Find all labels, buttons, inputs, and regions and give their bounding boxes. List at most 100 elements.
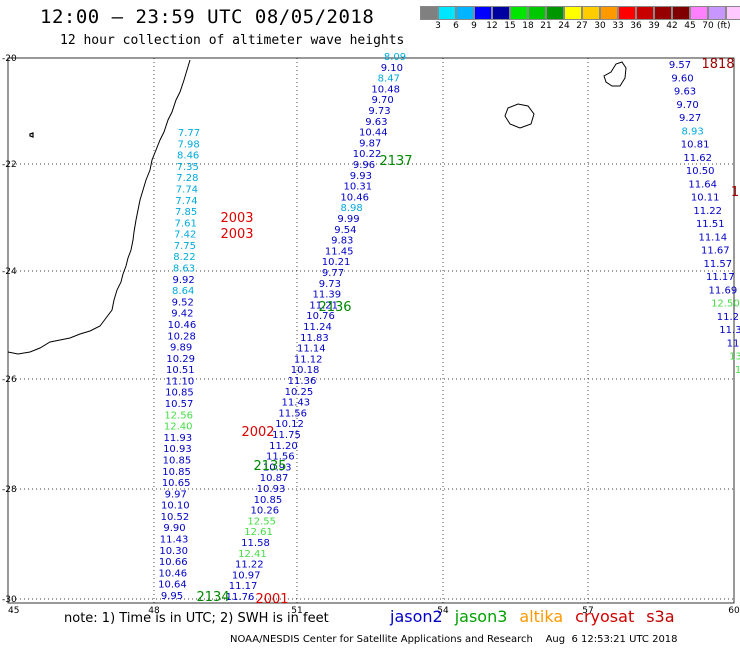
pass-time-label: 2135 <box>253 459 286 474</box>
wave-height-value: 10.93 <box>257 484 286 495</box>
wave-height-value: 9.77 <box>322 268 344 279</box>
wave-height-value: 10.85 <box>163 455 192 466</box>
wave-height-value: 13 <box>729 352 740 363</box>
wave-height-value: 7.28 <box>176 173 198 184</box>
legend-swatch <box>546 6 564 20</box>
wave-height-value: 10.28 <box>167 331 196 342</box>
wave-height-value: 10.66 <box>159 557 188 568</box>
wave-height-value: 10.25 <box>285 387 314 398</box>
wave-height-value: 11.57 <box>704 259 733 270</box>
wave-height-value: 9.60 <box>671 73 693 84</box>
wave-height-value: 9.63 <box>674 87 696 98</box>
wave-height-value: 10.11 <box>691 193 720 204</box>
wave-height-value: 10.12 <box>275 419 304 430</box>
legend-swatch <box>564 6 582 20</box>
wave-height-value: 11.45 <box>325 246 354 257</box>
wave-height-value: 11.62 <box>683 153 712 164</box>
longitude-label: 54 <box>437 606 449 616</box>
latitude-label: -26 <box>2 375 17 385</box>
longitude-label: 48 <box>148 606 160 616</box>
map-frame <box>7 57 735 604</box>
legend-tick-label: 3 <box>435 21 441 31</box>
wave-height-value: 9.89 <box>170 343 192 354</box>
wave-height-value: 9.87 <box>359 138 381 149</box>
wave-height-value: 11.83 <box>300 333 329 344</box>
legend-unit: (ft) <box>717 21 731 31</box>
map-subtitle: 12 hour collection of altimeter wave hei… <box>60 33 405 48</box>
legend-swatch <box>510 6 528 20</box>
wave-height-value: 12.50 <box>711 299 740 310</box>
legend-swatch <box>600 6 618 20</box>
wave-height-value: 10.64 <box>158 580 187 591</box>
wave-height-value: 11.75 <box>272 430 301 441</box>
wave-height-value: 11.14 <box>297 344 326 355</box>
legend-swatch <box>672 6 690 20</box>
legend-tick-label: 33 <box>612 21 624 31</box>
wave-height-value: 10.87 <box>260 473 289 484</box>
wave-height-value: 11.39 <box>312 290 341 301</box>
wave-height-value: 11.22 <box>235 560 264 571</box>
wave-height-value: 11.64 <box>688 179 717 190</box>
wave-height-value: 8.64 <box>172 286 194 297</box>
wave-height-value: 10.76 <box>306 311 335 322</box>
wave-height-value: 9.73 <box>368 106 390 117</box>
wave-height-value: 10.50 <box>686 166 715 177</box>
wave-height-value: 7.42 <box>174 230 196 241</box>
wave-height-value: 11.22 <box>693 206 722 217</box>
wave-height-value: 11.69 <box>709 285 738 296</box>
wave-height-value: 11.56 <box>266 452 295 463</box>
wave-height-value: 8.47 <box>378 74 400 85</box>
wave-height-value: 8.93 <box>681 126 703 137</box>
wave-height-value: 7.75 <box>174 241 196 252</box>
wave-height-value: 8.22 <box>173 252 195 263</box>
wave-height-value: 9.70 <box>371 95 393 106</box>
wave-height-value: 11.24 <box>303 322 332 333</box>
wave-height-value: 7.74 <box>175 196 197 207</box>
pass-time-label: 2136 <box>318 300 351 315</box>
pass-time-label: 2002 <box>241 425 274 440</box>
legend-tick-label: 36 <box>630 21 642 31</box>
color-legend-labels: 3 6 9 12 15 18 21 24 27 30 33 36 39 42 45 70 (ft) <box>420 21 731 31</box>
legend-tick-label: 6 <box>453 21 459 31</box>
wave-height-value: 9.70 <box>676 100 698 111</box>
latitude-label: -28 <box>2 485 17 495</box>
legend-swatch <box>474 6 492 20</box>
wave-height-value: 10.48 <box>371 84 400 95</box>
wave-height-value: 8.09 <box>384 52 406 63</box>
wave-height-value: 11.43 <box>160 535 189 546</box>
wave-height-value: 10.52 <box>161 512 190 523</box>
legend-swatch <box>420 6 438 20</box>
wave-height-value: 12.56 <box>164 410 193 421</box>
wave-height-value: 12.61 <box>244 527 273 538</box>
satellite-name-altika: altika <box>519 607 564 626</box>
pass-time-label: 2001 <box>255 592 288 607</box>
wave-height-value: 10.57 <box>165 399 194 410</box>
satellite-name-jason2: jason2 <box>390 607 443 626</box>
wave-height-value: 7.35 <box>177 162 199 173</box>
wave-height-value: 10.85 <box>162 467 191 478</box>
islet-coastline <box>29 132 34 138</box>
longitude-label: 60 <box>728 606 740 616</box>
wave-height-value: 10.46 <box>168 320 197 331</box>
wave-height-value: 12.41 <box>238 549 267 560</box>
latitude-label: -22 <box>2 160 17 170</box>
wave-height-value: 11.76 <box>226 592 255 603</box>
legend-tick-label: 45 <box>684 21 696 31</box>
legend-swatch <box>618 6 636 20</box>
wave-height-value: 10.10 <box>161 501 190 512</box>
wave-height-value: 9.95 <box>161 591 183 602</box>
legend-swatch <box>690 6 708 20</box>
satellite-legend: jason2 jason3 altika cryosat s3a <box>390 607 675 626</box>
legend-tick-label: 30 <box>594 21 606 31</box>
wave-height-value: 9.99 <box>337 214 359 225</box>
wave-height-value: 11.21 <box>309 300 338 311</box>
legend-swatch <box>636 6 654 20</box>
wave-height-value: 10.44 <box>359 128 388 139</box>
reunion-coastline <box>504 103 535 129</box>
satellite-name-cryosat: cryosat <box>575 607 635 626</box>
coastline <box>7 57 735 604</box>
wave-height-value: 10.18 <box>291 365 320 376</box>
wave-height-value: 9.63 <box>365 117 387 128</box>
mauritius-coastline <box>603 61 627 87</box>
